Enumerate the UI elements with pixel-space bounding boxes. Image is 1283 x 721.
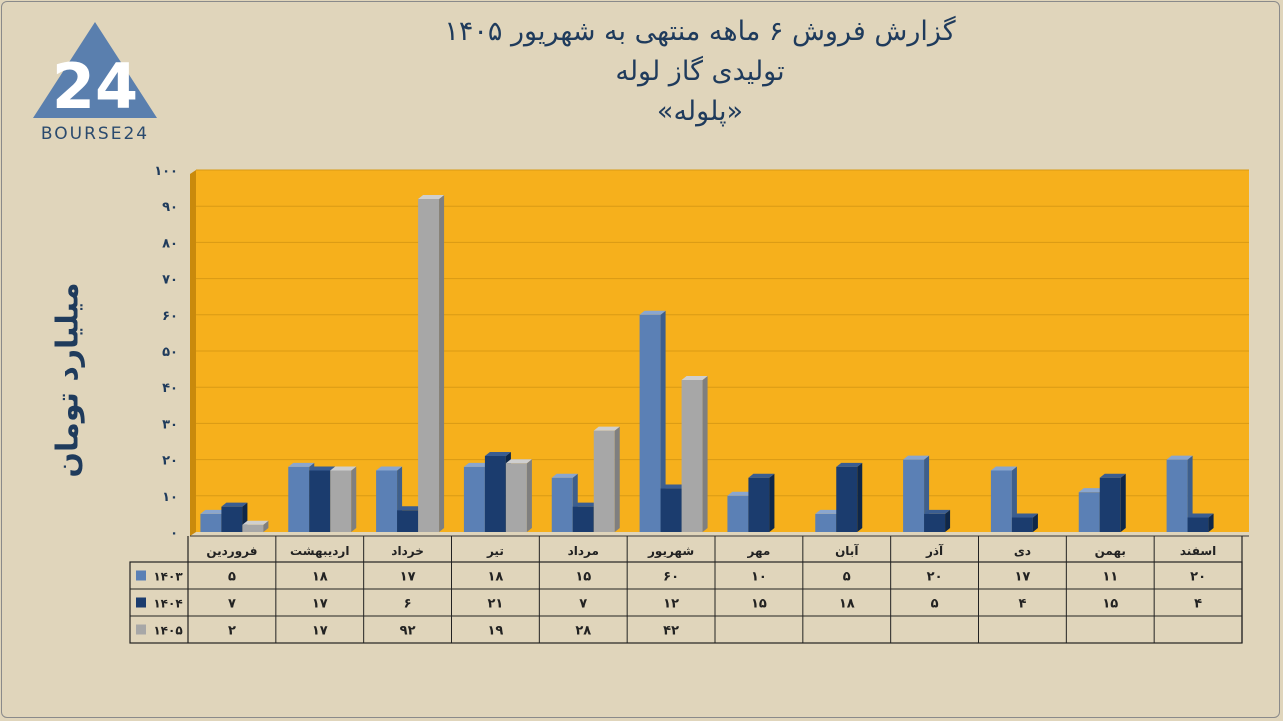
data-label: ۱۸ (839, 597, 855, 612)
logo-mark: 24 (52, 50, 138, 120)
x-tick-label: دی (1014, 544, 1031, 558)
data-label: ۴۲ (663, 624, 679, 639)
plot-side-wall (190, 170, 196, 536)
data-label: ۵ (931, 597, 939, 612)
x-tick-label: بهمن (1095, 544, 1126, 558)
data-label: ۱۷ (312, 624, 328, 639)
data-label: ۱۹ (487, 624, 503, 639)
data-label: ۹۲ (400, 624, 416, 639)
x-tick-label: فروردین (206, 544, 257, 559)
bar (836, 462, 863, 532)
data-label: ۱۱ (1102, 570, 1118, 585)
x-tick-label: تیر (486, 544, 504, 558)
data-label: ۷ (579, 597, 587, 612)
bar (1166, 455, 1193, 532)
legend-swatch (136, 570, 146, 581)
y-tick-label: ۴۰ (162, 381, 178, 396)
data-label: ۲۱ (487, 597, 503, 612)
data-label: ۱۵ (575, 570, 591, 585)
data-label: ۱۵ (1102, 597, 1118, 612)
bar (639, 310, 666, 532)
bar (748, 473, 775, 532)
x-tick-label: آبان (835, 543, 859, 558)
data-label: ۷ (228, 597, 236, 612)
y-tick-label: ۸۰ (162, 236, 178, 251)
data-label: ۱۵ (751, 597, 767, 612)
bar (1099, 473, 1126, 532)
chart-subtitle: تولیدی گاز لوله (615, 56, 785, 87)
y-tick-label: ۷۰ (162, 273, 178, 288)
data-label: ۱۷ (1014, 570, 1030, 585)
logo-text: BOURSE24 (40, 124, 150, 144)
data-label: ۱۸ (487, 570, 503, 585)
y-tick-label: ۳۰ (162, 417, 178, 432)
data-table (129, 536, 1243, 644)
data-label: ۱۸ (312, 570, 328, 585)
y-tick-label: ۱۰ (162, 490, 178, 505)
data-label: ۲۰ (927, 570, 943, 585)
data-label: ۲۸ (575, 624, 591, 639)
bar (242, 520, 269, 532)
legend-swatch (136, 624, 146, 635)
legend-label: ۱۴۰۴ (153, 597, 182, 611)
x-tick-label: آذر (925, 543, 944, 558)
company-ticker: «پلوله» (656, 96, 744, 127)
bar (681, 375, 708, 532)
x-tick-label: مرداد (568, 544, 599, 558)
legend-swatch (136, 597, 146, 608)
x-tick-label: اردیبهشت (290, 544, 349, 558)
legend-label: ۱۴۰۳ (153, 570, 183, 584)
bar (924, 509, 951, 532)
data-label: ۲ (228, 624, 236, 639)
y-tick-label: ۵۰ (162, 345, 178, 360)
bar (990, 466, 1017, 532)
bar (1011, 513, 1038, 532)
data-label: ۴ (1018, 597, 1026, 612)
legend-label: ۱۴۰۵ (153, 624, 182, 638)
bar (330, 466, 357, 532)
data-label: ۶۰ (663, 570, 679, 585)
data-label: ۱۷ (312, 597, 328, 612)
y-tick-label: ۲۰ (162, 454, 178, 469)
y-tick-label: ۹۰ (162, 200, 178, 215)
data-label: ۱۰ (751, 570, 767, 585)
y-tick-label: ۶۰ (162, 309, 178, 324)
chart-title: گزارش فروش ۶ ماهه منتهی به شهریور ۱۴۰۵ (444, 16, 956, 47)
x-tick-label: شهریور (647, 544, 694, 559)
bar (418, 194, 445, 532)
data-label: ۱۲ (663, 597, 679, 612)
x-tick-label: اسفند (1180, 544, 1216, 558)
y-tick-label: ۱۰۰ (154, 164, 178, 179)
bar (593, 426, 620, 532)
data-label: ۵ (843, 570, 851, 585)
data-label: ۴ (1194, 597, 1202, 612)
data-label: ۶ (404, 597, 412, 612)
x-tick-label: مهر (747, 544, 771, 558)
data-label: ۱۷ (400, 570, 416, 585)
x-tick-label: خرداد (391, 544, 424, 558)
bar (505, 459, 532, 532)
bourse24-logo: 24 (33, 22, 157, 120)
bar (1187, 513, 1214, 532)
y-tick-label: ۰ (170, 526, 178, 541)
data-label: ۵ (228, 570, 236, 585)
data-label: ۲۰ (1190, 570, 1206, 585)
